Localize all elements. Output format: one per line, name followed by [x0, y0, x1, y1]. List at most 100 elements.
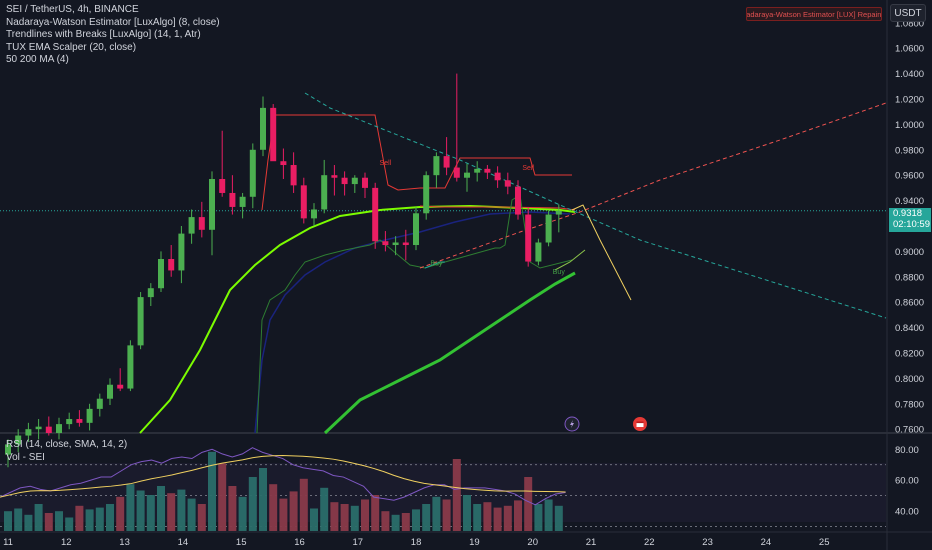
candle-body — [433, 156, 440, 176]
candle-body — [249, 149, 256, 197]
volume-bar — [157, 486, 165, 531]
last-price-tag: 0.9318 02:10:59 — [889, 208, 931, 232]
candle-body — [443, 156, 450, 168]
volume-bar — [289, 491, 298, 531]
candle-body — [127, 345, 134, 389]
bar-countdown: 02:10:59 — [893, 219, 930, 230]
candle-body — [362, 177, 368, 188]
candle-body — [15, 435, 22, 445]
nadaraya-upper-line — [419, 205, 576, 211]
candle-body — [464, 172, 470, 178]
candle-body — [515, 186, 521, 215]
volume-bar — [177, 489, 186, 531]
time-axis-tick: 12 — [61, 537, 72, 548]
candle-body — [178, 233, 185, 271]
volume-bar — [320, 487, 329, 531]
volume-bar — [442, 499, 451, 531]
volume-bar — [238, 496, 247, 531]
volume-bar — [259, 468, 267, 531]
candle-body — [392, 242, 399, 246]
candle-body — [188, 217, 195, 234]
candle-body — [147, 288, 154, 298]
volume-bar — [299, 478, 308, 531]
candle-body — [351, 177, 358, 185]
volume-bar — [208, 451, 216, 531]
candle-body — [484, 168, 491, 173]
indicator-ma[interactable]: 50 200 MA (4) — [6, 54, 69, 65]
rsi-ma-line — [0, 455, 566, 498]
ma-blue-line — [254, 211, 571, 434]
price-axis-tick: 0.9800 — [895, 145, 924, 156]
signal-label: Sell — [380, 160, 392, 167]
candle-body — [137, 297, 144, 346]
candle-body — [525, 214, 532, 262]
candle-body — [66, 419, 73, 425]
volume-bar — [534, 504, 543, 531]
volume-bar — [544, 499, 553, 531]
indicator-nadaraya[interactable]: Nadaraya-Watson Estimator [LuxAlgo] (8, … — [6, 16, 220, 28]
indicator-trendlines[interactable]: Trendlines with Breaks [LuxAlgo] (14, 1,… — [6, 29, 201, 40]
candle-body — [25, 429, 32, 436]
time-axis-tick: 16 — [294, 537, 305, 548]
rsi-axis-tick: 80.00 — [895, 445, 919, 456]
volume-bar — [55, 511, 63, 531]
volume-bar — [361, 499, 369, 531]
volume-bar — [310, 508, 318, 531]
volume-bar — [167, 493, 176, 531]
volume-bar — [34, 504, 43, 531]
candle-body — [107, 384, 113, 399]
price-axis-tick: 0.8400 — [895, 323, 924, 334]
trailing-upper-line — [261, 114, 572, 211]
ema-fast-line — [139, 204, 576, 434]
time-axis-tick: 21 — [586, 537, 597, 548]
volume-bar — [116, 496, 125, 531]
volume-bar — [44, 513, 53, 531]
candle-body — [280, 161, 287, 166]
price-axis-tick: 0.8000 — [895, 374, 924, 385]
candle-body — [168, 259, 175, 271]
volume-bar — [269, 484, 278, 531]
calendar-icon[interactable] — [633, 417, 647, 431]
indicator-rsi[interactable]: RSI (14, close, SMA, 14, 2) — [6, 439, 128, 450]
projection-line — [571, 204, 632, 301]
time-axis-tick: 11 — [3, 537, 13, 548]
price-axis-tick: 0.8600 — [895, 298, 924, 309]
time-axis-tick: 25 — [819, 537, 830, 548]
indicator-volume[interactable]: Vol - SEI — [6, 451, 45, 463]
candle-body — [555, 210, 562, 215]
rsi-axis-tick: 60.00 — [895, 476, 919, 487]
lightning-icon[interactable] — [564, 416, 580, 432]
candle-body — [260, 107, 266, 150]
price-axis-tick: 0.9400 — [895, 196, 924, 207]
symbol-title[interactable]: SEI / TetherUS, 4h, BINANCE — [6, 4, 139, 15]
volume-bar — [4, 511, 12, 531]
volume-bar — [422, 504, 431, 531]
volume-bar — [503, 505, 512, 531]
volume-bar — [85, 509, 94, 531]
time-axis-tick: 14 — [178, 537, 189, 548]
currency-button[interactable]: USDT — [890, 4, 926, 22]
candle-body — [270, 107, 277, 162]
indicator-legend: SEI / TetherUS, 4h, BINANCE Nadaraya-Wat… — [6, 4, 220, 67]
volume-bar — [524, 477, 533, 531]
rsi-axis-tick: 40.00 — [895, 507, 919, 518]
volume-bar — [493, 507, 502, 531]
trendline-support-start — [424, 261, 445, 269]
volume-bar — [463, 495, 471, 531]
candle-body — [504, 180, 511, 187]
candle-body — [413, 213, 419, 246]
volume-bar — [340, 504, 349, 531]
candle-body — [209, 178, 215, 230]
time-axis-tick: 19 — [469, 537, 480, 548]
price-axis-tick: 0.8200 — [895, 348, 924, 359]
candle-body — [76, 419, 83, 423]
volume-bar — [483, 502, 492, 531]
indicator-tux-ema[interactable]: TUX EMA Scalper (20, close) — [6, 41, 137, 53]
volume-bar — [401, 513, 410, 531]
candle-body — [117, 384, 124, 389]
volume-bar — [24, 514, 33, 531]
volume-bar — [14, 508, 23, 531]
price-axis-tick: 0.8800 — [895, 272, 924, 283]
ma-slow-line — [323, 271, 576, 435]
